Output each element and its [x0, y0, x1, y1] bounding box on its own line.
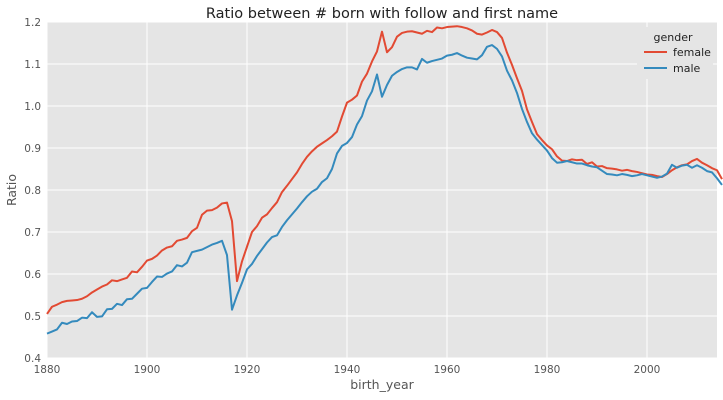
x-tick-label: 1880	[34, 364, 61, 376]
legend-title: gender	[654, 31, 693, 44]
series-line-male	[46, 44, 723, 335]
y-tick-label: 0.5	[24, 311, 41, 323]
y-tick-label: 1.0	[24, 101, 41, 113]
y-axis-title: Ratio	[4, 174, 19, 206]
legend: gender female male	[637, 27, 713, 79]
y-tick-label: 0.9	[24, 143, 41, 155]
x-tick-label: 1980	[534, 364, 561, 376]
x-tick-label: 2000	[634, 364, 661, 376]
x-tick-label: 1900	[134, 364, 161, 376]
y-tick-label: 0.4	[24, 353, 41, 365]
y-tick-labels: 0.4 0.5 0.6 0.7 0.8 0.9 1.0 1.1 1.2	[24, 17, 41, 365]
x-tick-label: 1920	[234, 364, 261, 376]
chart-title: Ratio between # born with follow and fir…	[206, 6, 558, 22]
legend-label-male: male	[673, 62, 701, 75]
legend-label-female: female	[673, 46, 711, 59]
series-layer	[46, 25, 723, 335]
y-tick-label: 0.8	[24, 185, 41, 197]
y-tick-label: 1.2	[24, 17, 41, 29]
y-tick-label: 1.1	[24, 59, 41, 71]
y-tick-label: 0.7	[24, 227, 41, 239]
grid-lines	[46, 21, 717, 359]
series-line-female	[46, 25, 723, 315]
x-tick-labels: 1880 1900 1920 1940 1960 1980 2000	[34, 364, 661, 376]
x-axis-title: birth_year	[350, 377, 414, 392]
x-tick-label: 1960	[434, 364, 461, 376]
x-tick-label: 1940	[334, 364, 361, 376]
y-tick-label: 0.6	[24, 269, 41, 281]
